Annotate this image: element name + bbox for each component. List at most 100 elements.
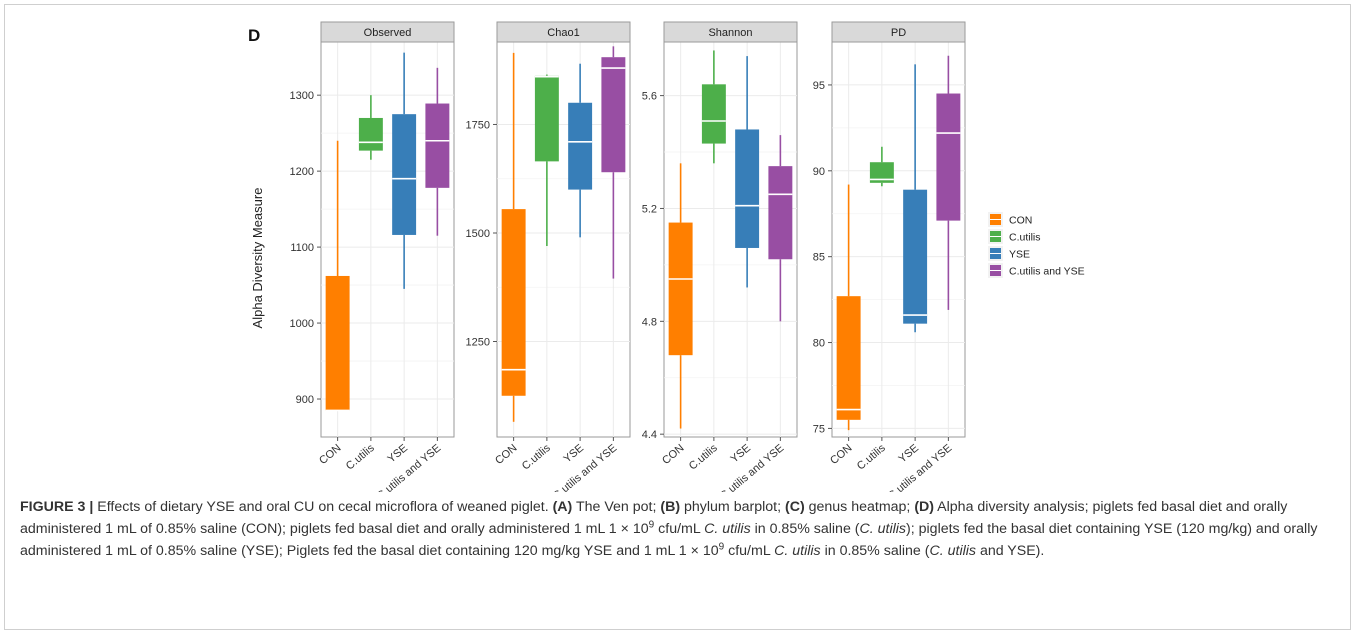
figure-caption: FIGURE 3 | Effects of dietary YSE and or… bbox=[20, 496, 1340, 562]
box-yse bbox=[568, 63, 593, 238]
legend-item: C.utilis and YSE bbox=[988, 263, 1085, 278]
caption-d-text: cfu/mL bbox=[654, 521, 705, 537]
caption-d-text: cfu/mL bbox=[724, 543, 775, 559]
caption-d-text: in 0.85% saline ( bbox=[750, 521, 860, 537]
box-body bbox=[358, 117, 383, 151]
legend-item: CON bbox=[988, 212, 1032, 227]
legend-label: C.utilis bbox=[1009, 232, 1041, 244]
box-yse bbox=[735, 56, 760, 288]
x-tick-label: C.utilis and YSE bbox=[886, 442, 954, 492]
x-tick-label: CON bbox=[828, 442, 854, 467]
x-tick-label: CON bbox=[317, 442, 343, 467]
box-body bbox=[836, 296, 861, 420]
legend-label: YSE bbox=[1009, 249, 1030, 261]
box-yse bbox=[903, 64, 928, 333]
caption-b-label: (B) bbox=[660, 499, 681, 515]
caption-species: C. utilis bbox=[929, 543, 976, 559]
facet-strip bbox=[320, 21, 455, 43]
caption-d-text: Alpha diversity analysis; piglets fed ba… bbox=[20, 499, 1288, 537]
alpha-diversity-figure: D Alpha Diversity Measure 900 1000 1100 120… bbox=[248, 21, 1085, 492]
box-body bbox=[668, 222, 693, 356]
box-body bbox=[325, 275, 350, 411]
y-tick-label: 1100 bbox=[290, 242, 314, 254]
caption-d-text: in 0.85% saline ( bbox=[820, 543, 930, 559]
caption-intro: Effects of dietary YSE and oral CU on ce… bbox=[93, 499, 553, 515]
box-body bbox=[425, 103, 450, 188]
box-body bbox=[768, 166, 793, 260]
caption-species: C. utilis bbox=[704, 521, 751, 537]
box-body bbox=[568, 102, 593, 190]
legend-item: YSE bbox=[988, 246, 1030, 261]
caption-c-label: (C) bbox=[784, 499, 805, 515]
caption-d-text: ); piglets fed the basal diet containing… bbox=[20, 521, 1318, 559]
box-c-utilis bbox=[869, 146, 894, 187]
legend-label: CON bbox=[1009, 215, 1032, 227]
y-tick-label: 4.4 bbox=[642, 429, 657, 441]
x-tick-label: YSE bbox=[728, 442, 753, 465]
x-tick-label: CON bbox=[660, 442, 686, 467]
x-tick-label: YSE bbox=[385, 442, 410, 465]
box-c-utilis-and-yse bbox=[601, 46, 626, 279]
box-body bbox=[869, 162, 894, 183]
facet-strip bbox=[831, 21, 966, 43]
caption-exponent: 9 bbox=[648, 519, 655, 531]
box-c-utilis-and-yse bbox=[425, 67, 450, 236]
box-con bbox=[836, 184, 861, 431]
box-body bbox=[936, 93, 961, 221]
x-tick-label: C.utilis and YSE bbox=[375, 442, 443, 492]
box-body bbox=[501, 209, 526, 396]
x-tick-label: YSE bbox=[561, 442, 586, 465]
box-con bbox=[668, 163, 693, 429]
y-tick-label: 75 bbox=[813, 423, 825, 435]
y-tick-label: 4.8 bbox=[642, 316, 657, 328]
caption-d-text: and YSE). bbox=[976, 543, 1045, 559]
box-body bbox=[903, 189, 928, 324]
figure-frame bbox=[4, 4, 1351, 630]
y-tick-label: 5.6 bbox=[642, 91, 657, 103]
x-tick-label: CON bbox=[493, 442, 519, 467]
y-tick-label: 90 bbox=[813, 166, 825, 178]
x-tick-label: C.utilis and YSE bbox=[718, 442, 786, 492]
box-body bbox=[534, 75, 559, 162]
legend-item: C.utilis bbox=[988, 229, 1041, 244]
box-con bbox=[325, 140, 350, 412]
y-tick-label: 900 bbox=[296, 394, 314, 406]
x-tick-label: C.utilis and YSE bbox=[551, 442, 619, 492]
caption-figure-label: FIGURE 3 | bbox=[20, 499, 94, 515]
caption-b-text: phylum barplot; bbox=[680, 499, 785, 515]
box-c-utilis bbox=[701, 50, 726, 164]
box-body bbox=[601, 57, 626, 173]
facet-title: Observed bbox=[364, 27, 412, 39]
y-tick-label: 1750 bbox=[466, 119, 490, 131]
box-body bbox=[392, 114, 417, 235]
y-tick-label: 5.2 bbox=[642, 203, 657, 215]
x-tick-label: C.utilis bbox=[520, 442, 553, 473]
facet-observed: 900 1000 1100 1200 1300 CON C.utilis YSEC.utili… bbox=[290, 21, 455, 492]
legend-label: C.utilis and YSE bbox=[1009, 266, 1085, 278]
facet-title: PD bbox=[891, 27, 906, 39]
box-con bbox=[501, 52, 526, 422]
caption-d-label: (D) bbox=[914, 499, 935, 515]
facet-title: Shannon bbox=[708, 27, 752, 39]
caption-a-text: The Ven pot; bbox=[572, 499, 661, 515]
y-tick-label: 1200 bbox=[290, 166, 314, 178]
y-tick-label: 1500 bbox=[466, 228, 490, 240]
x-tick-label: C.utilis bbox=[687, 442, 720, 473]
facet-strip bbox=[663, 21, 798, 43]
box-c-utilis-and-yse bbox=[768, 135, 793, 322]
box-c-utilis bbox=[534, 74, 559, 247]
y-tick-label: 95 bbox=[813, 80, 825, 92]
x-tick-label: YSE bbox=[896, 442, 921, 465]
x-tick-label: C.utilis bbox=[344, 442, 377, 473]
facet-title: Chao1 bbox=[547, 27, 579, 39]
caption-a-label: (A) bbox=[552, 499, 573, 515]
box-body bbox=[701, 84, 726, 144]
y-axis-label: Alpha Diversity Measure bbox=[250, 188, 265, 329]
panel-label: D bbox=[248, 26, 260, 45]
x-tick-label: C.utilis bbox=[855, 442, 888, 473]
legend: CON C.utilis YSE C.utilis and YSE bbox=[988, 212, 1085, 278]
y-tick-label: 80 bbox=[813, 338, 825, 350]
